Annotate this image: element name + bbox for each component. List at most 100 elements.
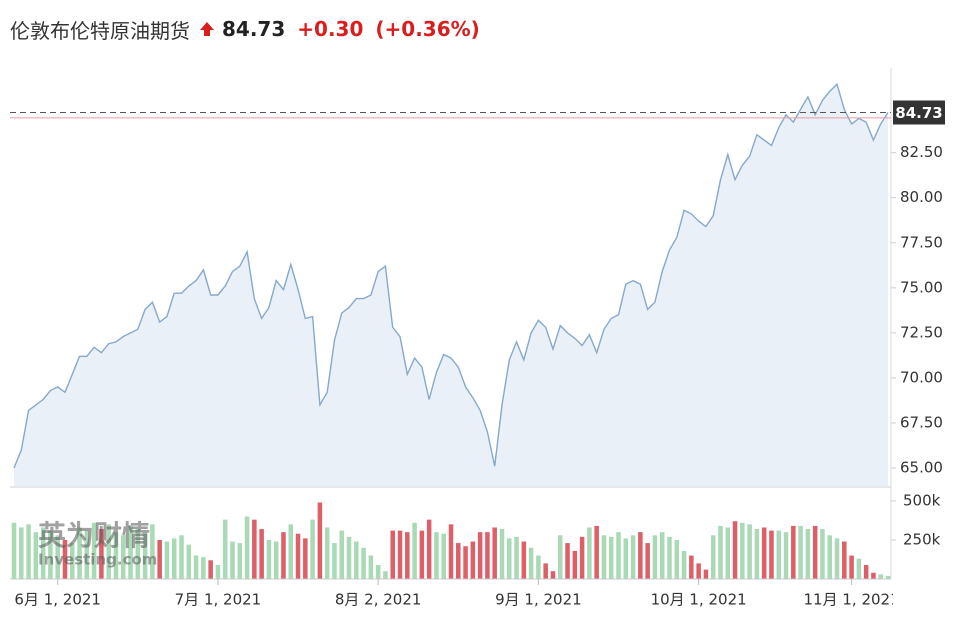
volume-bar [827,535,832,579]
price-area [14,84,888,486]
volume-bar [812,525,818,579]
volume-bar [623,538,629,579]
volume-bar [565,543,570,579]
volume-bar [70,543,75,579]
volume-bar [608,536,614,579]
y2-tick-label: 250k [903,530,941,548]
volume-bar [776,530,782,579]
volume-bar [48,530,53,579]
volume-bar [878,574,883,579]
volume-bar [230,541,235,579]
volume-bar [91,522,97,579]
volume-bar [142,532,148,579]
volume-bar [579,536,585,579]
volume-bar [273,541,279,579]
volume-bar [405,532,410,579]
volume-bar [412,522,417,579]
volume-bar [740,522,745,579]
volume-bar [645,543,650,579]
volume-bar [128,525,133,579]
volume-bar [193,555,199,579]
volume-bar [834,538,840,579]
volume-bar [521,541,527,579]
x-tick-label: 9月 1, 2021 [495,591,582,609]
volume-bar [26,524,31,579]
volume-bar [346,536,352,579]
volume-bar [769,530,774,579]
volume-bar [572,550,578,579]
volume-bar [638,532,643,579]
volume-bar [295,533,301,579]
price: 84.73 [222,17,286,41]
volume-bar [507,538,512,579]
volume-bar [419,530,425,579]
title: 伦敦布伦特原油期货 [10,18,190,43]
volume-bar [747,524,752,579]
volume-bar [62,539,68,579]
volume-bar [696,563,701,579]
volume-bar [19,527,24,579]
volume-bar [674,539,680,579]
volume-bar [171,538,177,579]
volume-bar [383,571,388,579]
volume-bar [499,529,505,579]
volume-bar [791,525,796,579]
volume-bar [135,529,141,579]
volume-bar [33,532,39,579]
volume-bar [885,575,891,579]
y2-tick-label: 500k [903,491,941,509]
x-tick-label: 11月 1, 2021 [804,591,900,609]
header: 伦敦布伦特原油期货 84.73 +0.30 (+0.36%) [10,12,480,46]
volume-bar [244,516,250,579]
volume-bar [630,535,636,579]
x-tick-label: 8月 2, 2021 [335,591,422,609]
volume-bar [470,541,476,579]
volume-bar [164,541,170,579]
volume-bar [40,527,46,579]
volume-bar [761,527,767,579]
volume-bar [354,541,359,579]
volume-bar [324,527,330,579]
volume-bar [434,532,439,579]
watermark: Investing.com [38,551,157,569]
volume-bar [652,535,658,579]
x-tick-group: 6月 1, 2021 7月 1, 2021 8月 2, 2021 9月 1, 2021… [14,591,900,609]
volume-bar [208,560,213,579]
volume-bar [856,558,862,579]
volume-bar [659,532,665,579]
volume-bar [368,555,374,579]
volume-bar [99,529,104,579]
volume-bar [303,538,308,579]
volume-bar [310,519,315,579]
volume-bar [667,536,672,579]
y-tick-label: 70.00 [900,368,943,386]
volume-bar [798,525,803,579]
volume-bar [288,524,294,579]
volume-bar [179,535,184,579]
volume-bar [150,524,155,579]
volume-bar [222,519,228,579]
x-tick-label: 10月 1, 2021 [651,591,747,609]
volume-bar [616,532,621,579]
volume-bar [375,564,381,579]
y-tick-label: 75.00 [900,278,943,296]
volume-bar [84,530,90,579]
volume-bar [871,572,876,579]
price-line [13,82,889,469]
volume-bar [11,522,17,579]
volume-bar [186,544,192,579]
volume-bar [113,532,119,579]
volume-bar [514,536,519,579]
volume-bar [842,541,847,579]
y-tick-label: 80.00 [900,188,943,206]
y-tick-label: 77.50 [900,233,943,251]
watermark: 英为财情 [38,519,150,552]
volume-bar [754,529,760,579]
volume-bar [55,535,60,579]
volume-bar [361,547,366,579]
volume-bar [463,546,468,579]
volume-bar [732,521,738,579]
volume-bar [718,525,723,579]
volume-bar [689,555,694,579]
